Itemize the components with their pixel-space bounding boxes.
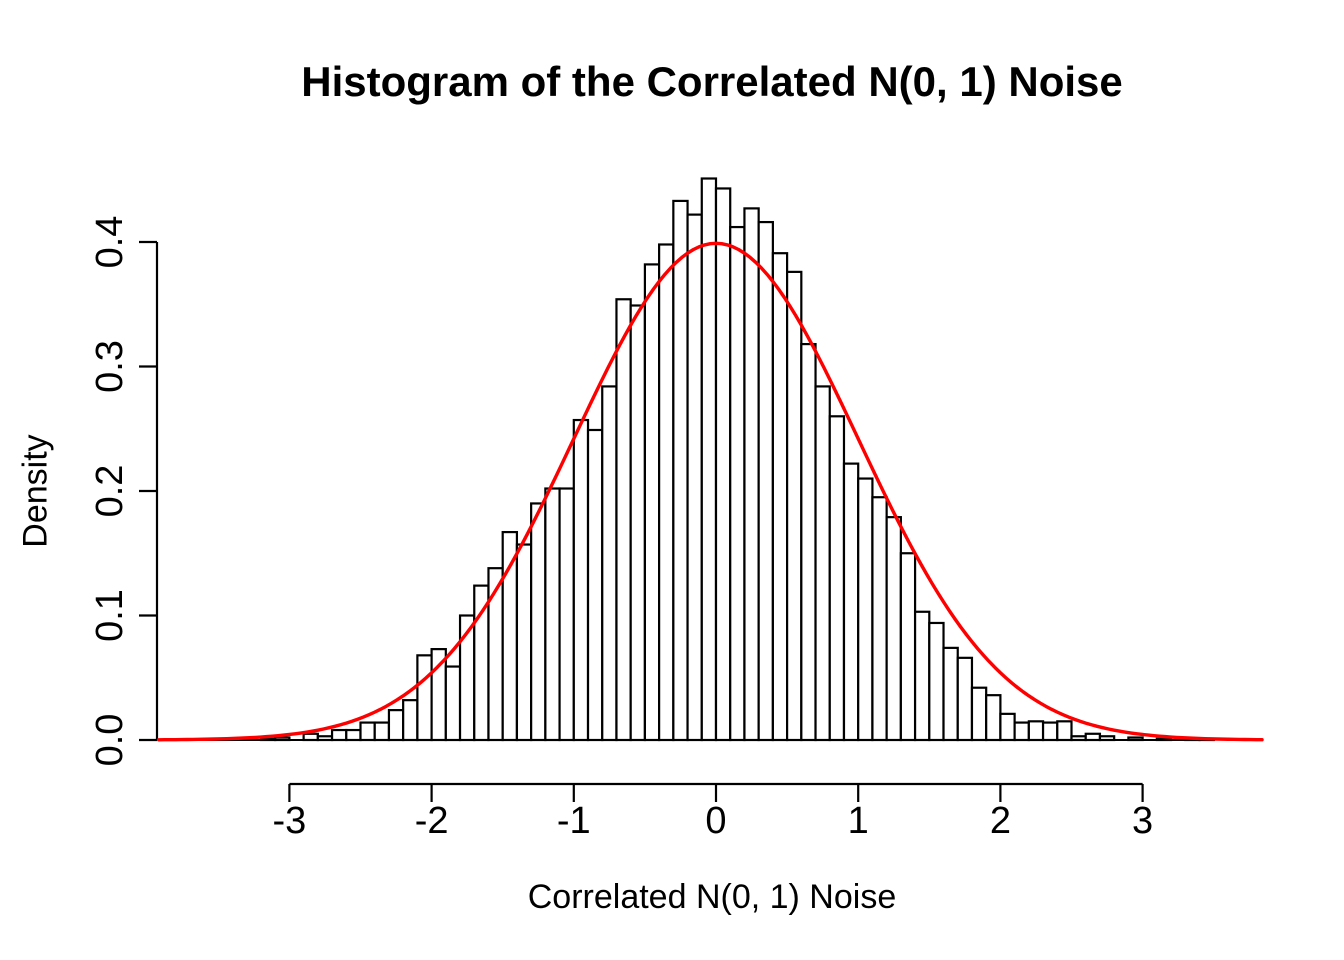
histogram-bar [1013, 721, 1030, 742]
histogram-bar [913, 610, 931, 742]
histogram-bar [530, 502, 547, 742]
x-tick-label: 0 [705, 800, 726, 842]
histogram-bar [871, 496, 888, 742]
histogram-bar [928, 621, 945, 742]
histogram-bar [743, 207, 760, 742]
histogram-bar [544, 487, 561, 742]
histogram-bar [700, 177, 718, 742]
histogram-bar [387, 709, 405, 742]
histogram-bar [330, 728, 348, 742]
histogram-bar [1127, 736, 1144, 742]
histogram-bar [345, 728, 362, 742]
x-tick-label: 3 [1132, 800, 1153, 842]
y-tick-label: 0.0 [89, 714, 131, 767]
histogram-bar [942, 646, 959, 742]
x-tick-label: 2 [990, 800, 1011, 842]
histogram-bar [757, 220, 774, 742]
histogram-bar [558, 487, 575, 742]
y-axis-label: Density [16, 434, 55, 548]
histogram-bar [274, 736, 291, 742]
histogram-bar [729, 225, 746, 742]
histogram-bar [658, 243, 675, 742]
histogram-bar [259, 737, 277, 742]
histogram-bar [828, 415, 846, 742]
histogram-bar [714, 187, 732, 742]
histogram-bar [1084, 732, 1102, 742]
histogram-bar [672, 199, 689, 742]
histogram-bar [899, 552, 917, 742]
histogram-bar [1098, 735, 1116, 742]
histogram-bar [999, 712, 1016, 742]
histogram-bar [515, 543, 533, 742]
histogram-bar [302, 732, 319, 742]
histogram-bar [842, 462, 860, 742]
histogram-bar [1027, 720, 1045, 742]
histogram-bar [416, 654, 433, 742]
histogram-bar [985, 694, 1002, 742]
x-tick-label: -3 [273, 800, 307, 842]
density-curve [156, 241, 1264, 742]
histogram-bar [487, 567, 504, 742]
histogram-bar [572, 418, 590, 742]
histogram-bar [473, 584, 490, 742]
histogram-bar [956, 656, 974, 742]
histogram-bar [814, 385, 831, 742]
chart-title: Histogram of the Correlated N(0, 1) Nois… [301, 58, 1123, 105]
y-tick-label: 0.2 [89, 465, 131, 518]
histogram-bar [615, 298, 632, 742]
histogram-bar [771, 252, 789, 742]
histogram-bar [857, 477, 874, 742]
histogram-bar [686, 213, 703, 742]
x-tick-label: 1 [848, 800, 869, 842]
histogram-bar [359, 721, 376, 742]
histogram-bar [444, 665, 462, 742]
histogram-bar [1155, 737, 1173, 742]
histogram-bar [629, 304, 646, 742]
histogram-bar [316, 735, 334, 742]
histogram-bar [586, 428, 604, 742]
histogram-bar [402, 699, 419, 742]
histogram-bar [970, 686, 988, 742]
x-tick-label: -1 [557, 800, 591, 842]
y-tick-label: 0.4 [89, 216, 131, 269]
histogram-bar [1070, 735, 1087, 742]
y-tick-label: 0.1 [89, 589, 131, 642]
histogram-bar [785, 270, 803, 742]
histogram-bar [1056, 720, 1073, 742]
histogram-bar [643, 263, 661, 742]
x-axis-label: Correlated N(0, 1) Noise [527, 878, 897, 916]
y-tick-label: 0.3 [89, 340, 131, 393]
histogram-bar [1041, 721, 1059, 742]
x-tick-label: -2 [415, 800, 449, 842]
histogram-bar [885, 516, 902, 742]
histogram-bar [373, 721, 391, 742]
histogram-bar [601, 385, 618, 742]
histogram-bar [800, 342, 817, 742]
